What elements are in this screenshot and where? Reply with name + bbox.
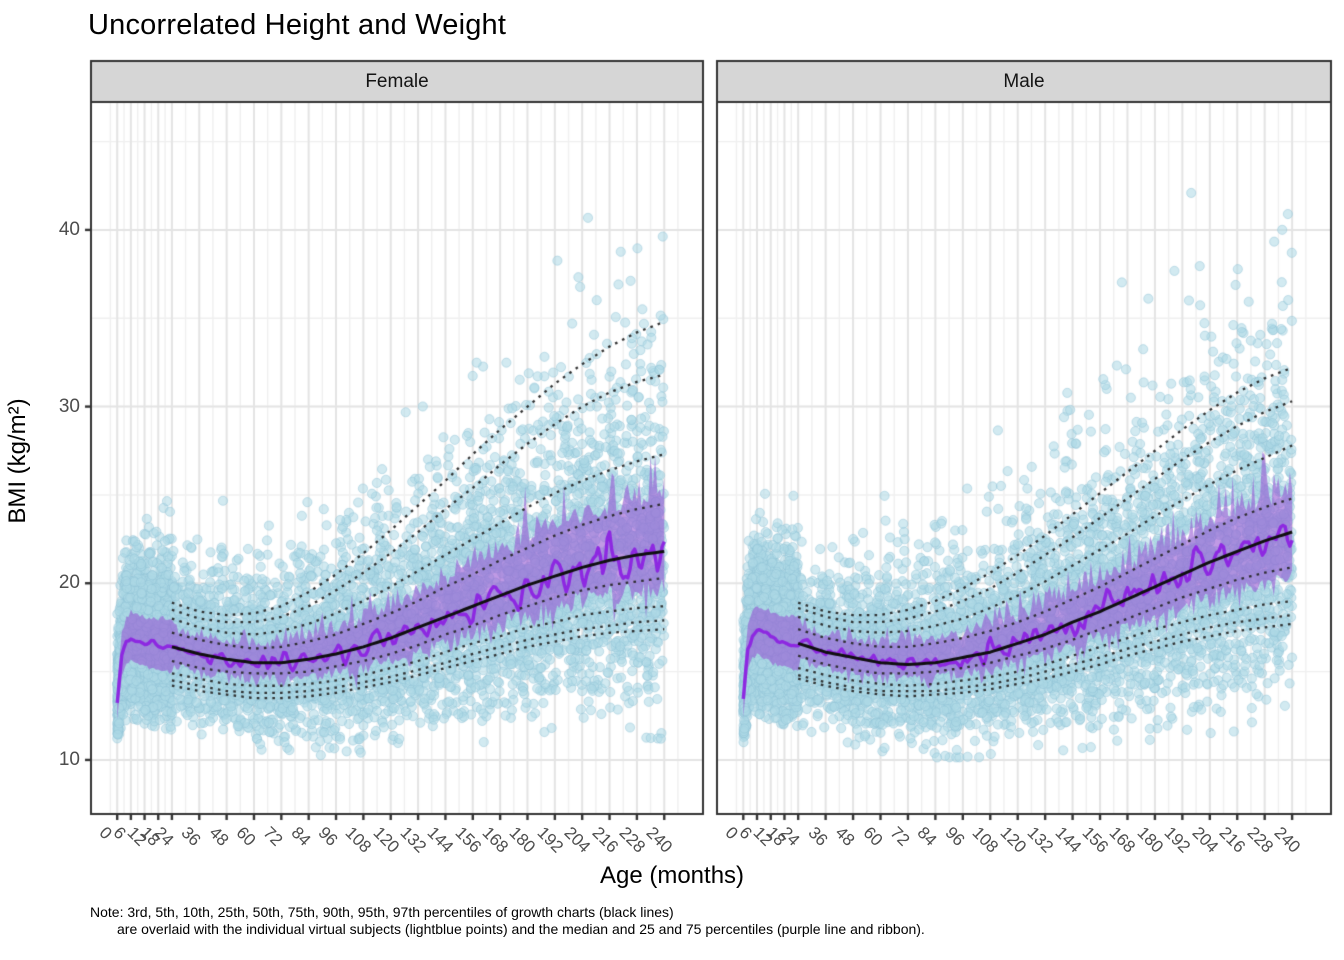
facet-strip-male: Male — [1003, 70, 1045, 92]
facet-strip-female: Female — [365, 70, 429, 92]
note-line-1: Note: 3rd, 5th, 10th, 25th, 50th, 75th, … — [90, 904, 674, 920]
x-axis-title: Age (months) — [599, 862, 745, 889]
y-tick-label: 40 — [58, 218, 80, 240]
y-tick-label: 30 — [58, 395, 80, 417]
y-axis-title: BMI (kg/m²) — [4, 398, 31, 524]
y-tick-label: 10 — [58, 748, 80, 770]
note-line-2: are overlaid with the individual virtual… — [117, 921, 925, 937]
chart-title: Uncorrelated Height and Weight — [88, 9, 507, 41]
y-tick-label: 20 — [58, 572, 80, 594]
